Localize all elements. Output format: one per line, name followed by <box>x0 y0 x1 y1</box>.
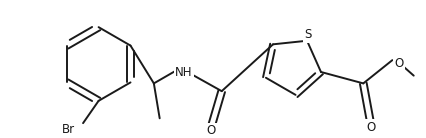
Text: Br: Br <box>62 123 75 136</box>
Text: O: O <box>394 57 403 70</box>
Text: S: S <box>304 28 312 41</box>
Text: O: O <box>366 120 376 134</box>
Text: O: O <box>207 124 216 137</box>
Text: NH: NH <box>175 66 193 79</box>
